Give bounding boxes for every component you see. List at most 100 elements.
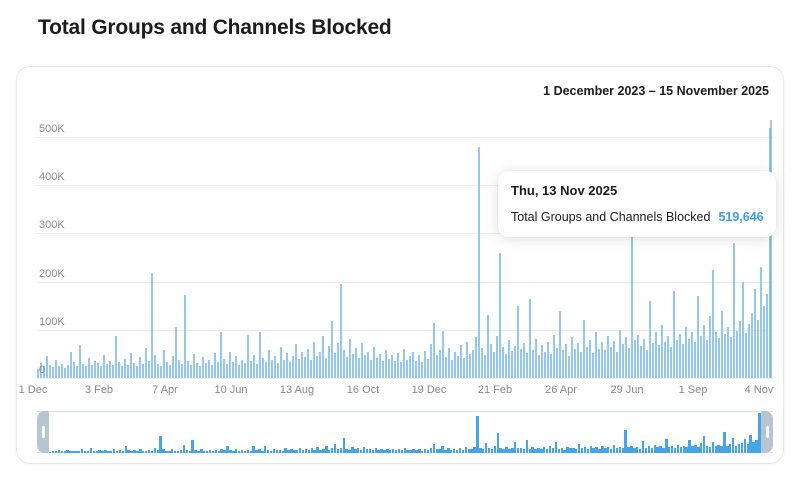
bar[interactable] — [665, 439, 668, 453]
bar[interactable] — [754, 288, 756, 378]
bar[interactable] — [72, 450, 75, 453]
bar[interactable] — [256, 363, 258, 378]
bar[interactable] — [739, 321, 741, 378]
bar[interactable] — [70, 351, 72, 378]
bar[interactable] — [715, 331, 717, 378]
bar[interactable] — [229, 449, 232, 453]
bar[interactable] — [178, 359, 180, 378]
bar[interactable] — [296, 449, 299, 453]
bar[interactable] — [328, 346, 330, 378]
bar[interactable] — [82, 363, 84, 378]
bar[interactable] — [49, 451, 52, 453]
bar[interactable] — [54, 451, 58, 453]
bar[interactable] — [397, 352, 399, 378]
bar[interactable] — [601, 446, 604, 453]
bar[interactable] — [199, 365, 201, 378]
bar[interactable] — [540, 448, 543, 453]
bar[interactable] — [625, 337, 627, 378]
bar[interactable] — [274, 355, 276, 378]
bar[interactable] — [75, 451, 78, 453]
bar[interactable] — [520, 349, 522, 378]
bar[interactable] — [153, 448, 157, 453]
bar[interactable] — [373, 347, 375, 378]
bar[interactable] — [435, 449, 438, 453]
bar[interactable] — [688, 338, 690, 378]
bar[interactable] — [255, 450, 258, 453]
bar[interactable] — [441, 445, 444, 453]
bar[interactable] — [574, 349, 576, 378]
bar[interactable] — [217, 361, 219, 378]
bar[interactable] — [712, 269, 714, 378]
bar[interactable] — [583, 320, 585, 378]
bar[interactable] — [241, 359, 243, 378]
bar[interactable] — [98, 449, 101, 453]
bar[interactable] — [380, 449, 383, 453]
bar[interactable] — [726, 445, 729, 453]
bar[interactable] — [445, 356, 447, 378]
bar[interactable] — [127, 364, 129, 378]
bar[interactable] — [154, 355, 156, 378]
bar[interactable] — [229, 351, 231, 378]
bar[interactable] — [106, 364, 108, 378]
bar[interactable] — [226, 445, 229, 453]
bar[interactable] — [325, 446, 328, 453]
bar[interactable] — [184, 295, 186, 378]
bar[interactable] — [156, 450, 159, 453]
bar[interactable] — [505, 447, 508, 453]
bar[interactable] — [511, 447, 514, 453]
bar[interactable] — [110, 451, 113, 453]
bar[interactable] — [673, 447, 677, 453]
bar[interactable] — [415, 450, 418, 453]
bar[interactable] — [337, 343, 339, 378]
bar[interactable] — [171, 448, 174, 453]
bar[interactable] — [757, 320, 759, 378]
bar[interactable] — [112, 365, 114, 378]
bar[interactable] — [367, 351, 369, 378]
bar[interactable] — [636, 446, 639, 453]
bar[interactable] — [711, 442, 715, 453]
bar[interactable] — [142, 450, 145, 453]
bar[interactable] — [476, 416, 479, 453]
bar[interactable] — [58, 365, 60, 378]
bar[interactable] — [246, 450, 250, 453]
bar[interactable] — [406, 450, 409, 453]
bar[interactable] — [691, 331, 693, 378]
bar[interactable] — [448, 348, 450, 378]
bar[interactable] — [280, 347, 282, 378]
bar[interactable] — [482, 449, 485, 453]
bar[interactable] — [340, 284, 342, 378]
bar[interactable] — [358, 358, 360, 378]
bar[interactable] — [334, 352, 336, 378]
bar[interactable] — [702, 435, 706, 453]
bar[interactable] — [76, 366, 78, 378]
bar[interactable] — [193, 353, 195, 378]
bar[interactable] — [49, 364, 51, 378]
bar[interactable] — [371, 450, 374, 453]
bar[interactable] — [685, 327, 687, 378]
bar[interactable] — [592, 448, 595, 453]
bar[interactable] — [619, 329, 621, 378]
bar[interactable] — [118, 361, 120, 378]
bar[interactable] — [89, 447, 93, 453]
bar[interactable] — [452, 448, 456, 453]
bar[interactable] — [293, 450, 296, 453]
bar[interactable] — [388, 358, 390, 378]
bar[interactable] — [88, 357, 90, 378]
bar[interactable] — [262, 357, 264, 378]
bar[interactable] — [205, 451, 209, 453]
bar[interactable] — [514, 346, 516, 378]
bar[interactable] — [265, 362, 267, 378]
bar[interactable] — [526, 352, 528, 378]
bar[interactable] — [103, 354, 105, 378]
bar[interactable] — [502, 347, 504, 378]
bar[interactable] — [415, 360, 417, 378]
bar[interactable] — [328, 449, 331, 453]
bar[interactable] — [330, 447, 334, 453]
bar[interactable] — [484, 443, 488, 453]
bar[interactable] — [450, 450, 453, 453]
bar[interactable] — [532, 350, 534, 378]
bar[interactable] — [528, 448, 531, 453]
main-chart-plot[interactable] — [37, 117, 773, 378]
bar[interactable] — [121, 365, 123, 378]
bar[interactable] — [287, 450, 290, 453]
